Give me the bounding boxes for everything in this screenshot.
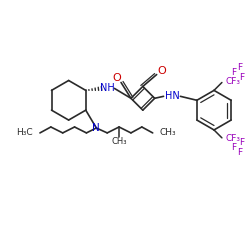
Text: CF₃: CF₃ (226, 77, 241, 86)
Text: F: F (239, 73, 244, 82)
Text: HN: HN (165, 91, 180, 101)
Text: F: F (237, 63, 242, 72)
Text: F: F (237, 148, 242, 157)
Text: CH₃: CH₃ (111, 137, 127, 146)
Text: F: F (239, 138, 244, 147)
Text: CH₃: CH₃ (160, 128, 176, 138)
Text: CF₃: CF₃ (226, 134, 241, 143)
Text: O: O (157, 66, 166, 76)
Text: O: O (113, 72, 122, 83)
Text: F: F (231, 68, 236, 77)
Text: N: N (92, 123, 100, 133)
Text: NH: NH (100, 84, 115, 94)
Text: H₃C: H₃C (16, 128, 33, 138)
Text: F: F (231, 143, 236, 152)
